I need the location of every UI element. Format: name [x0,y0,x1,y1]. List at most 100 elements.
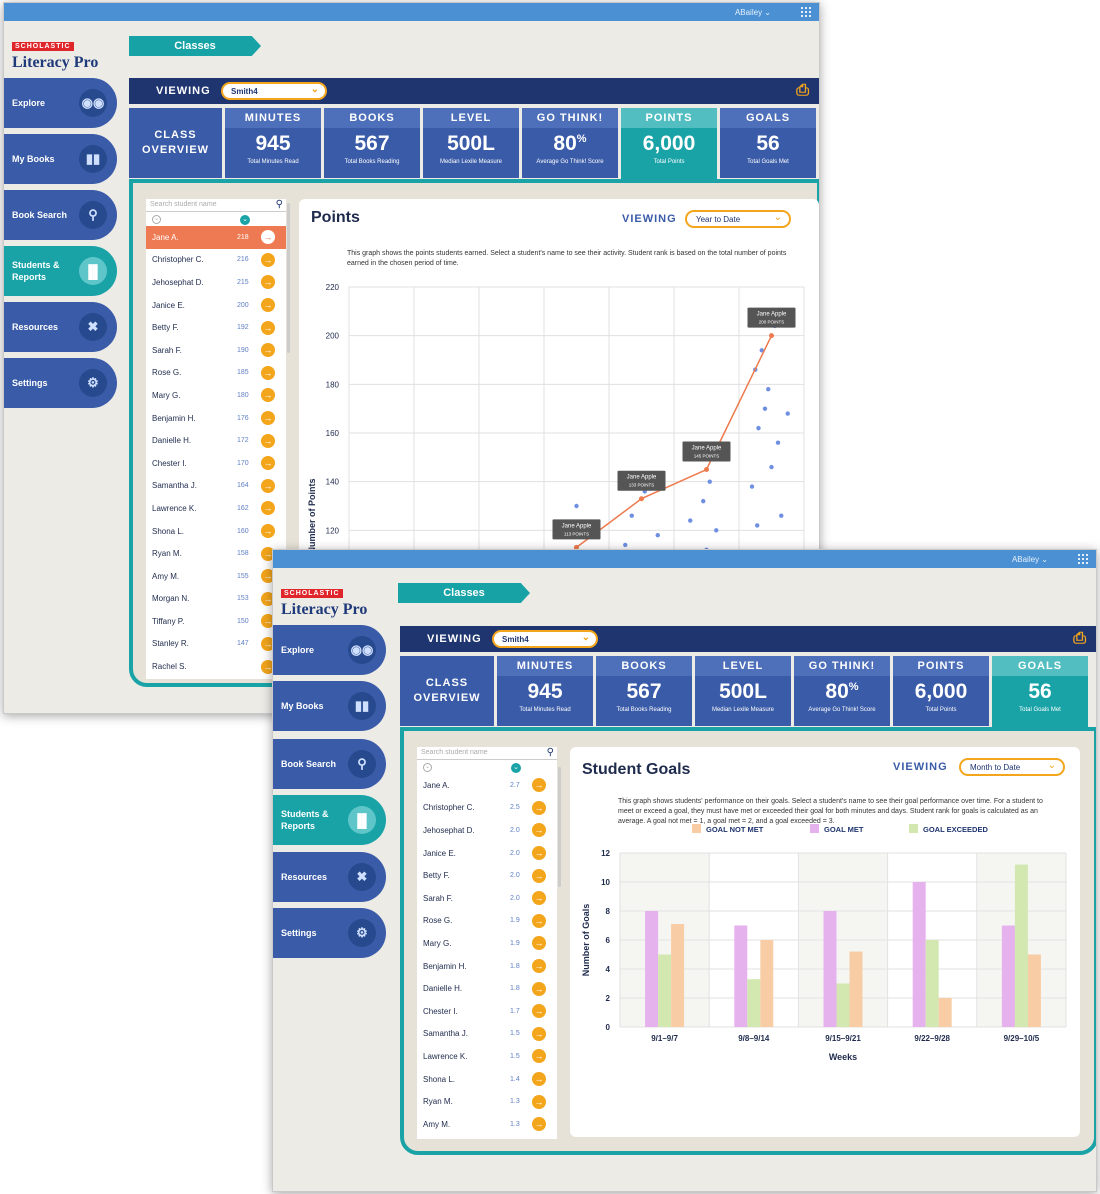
arrow-right-icon[interactable]: → [261,275,275,290]
student-row[interactable]: Jehosephat D. 2.0 → [417,819,557,842]
arrow-right-icon[interactable]: → [261,343,275,358]
card-goals[interactable]: GOALS 56 Total Goals Met [992,656,1088,732]
nav-resources[interactable]: Resources ✖ [4,302,117,352]
class-select[interactable]: Smith4 ⌄ [492,630,598,648]
nav-resources[interactable]: Resources ✖ [273,852,386,902]
arrow-right-icon[interactable]: → [261,456,275,471]
apps-grid-icon[interactable] [1078,554,1088,564]
student-row[interactable]: Lawrence K. 1.5 → [417,1045,557,1068]
nav-my-books[interactable]: My Books ▮▮ [4,134,117,184]
arrow-right-icon[interactable]: → [261,252,275,267]
student-row[interactable]: Janice E. 2.0 → [417,842,557,865]
student-row[interactable]: Amy M. 1.3 → [417,1113,557,1136]
student-row[interactable]: Stanley R. 147 → [146,633,286,656]
arrow-right-icon[interactable]: → [532,800,546,815]
arrow-right-icon[interactable]: → [532,1026,546,1041]
student-row[interactable]: Rose G. 185 → [146,362,286,385]
arrow-right-icon[interactable]: → [261,320,275,335]
class-select[interactable]: Smith4 ⌄ [221,82,327,100]
card-books[interactable]: BOOKS 567 Total Books Reading [324,108,420,178]
student-row[interactable]: Danielle H. 172 → [146,429,286,452]
arrow-right-icon[interactable]: → [261,365,275,380]
sort-name-icon[interactable]: ⌄ [152,215,161,224]
student-row[interactable]: Jane A. 218 → [146,226,286,249]
student-row[interactable]: Chester I. 1.7 → [417,1000,557,1023]
period-select[interactable]: Year to Date ⌄ [685,210,791,228]
nav-students-reports[interactable]: Students & Reports ▐▌ [4,246,117,296]
nav-explore[interactable]: Explore ◉◉ [273,625,386,675]
student-row[interactable]: Samantha J. 164 → [146,475,286,498]
period-select[interactable]: Month to Date ⌄ [959,758,1065,776]
nav-settings[interactable]: Settings ⚙ [273,908,386,958]
logo[interactable]: SCHOLASTIC Literacy Pro [281,582,367,619]
card-points[interactable]: POINTS 6,000 Total Points [893,656,989,726]
arrow-right-icon[interactable]: → [532,936,546,951]
card-points[interactable]: POINTS 6,000 Total Points [621,108,717,184]
sort-score-icon[interactable]: ⌄ [240,215,250,225]
student-row[interactable]: Christopher C. 216 → [146,249,286,272]
apps-grid-icon[interactable] [801,7,811,17]
card-minutes[interactable]: MINUTES 945 Total Minutes Read [497,656,593,726]
student-row[interactable]: Janice E. 200 → [146,294,286,317]
student-row[interactable]: Betty F. 192 → [146,316,286,339]
search-input[interactable]: Search student name ⚲ [417,747,557,760]
user-menu[interactable]: ABailey ⌄ [734,8,771,17]
student-row[interactable]: Lawrence K. 162 → [146,497,286,520]
student-row[interactable]: Amy M. 155 → [146,565,286,588]
sort-score-icon[interactable]: ⌄ [511,763,521,773]
arrow-right-icon[interactable]: → [261,524,275,539]
arrow-right-icon[interactable]: → [532,913,546,928]
class-overview-card[interactable]: CLASS OVERVIEW [400,656,494,726]
printer-icon[interactable]: ⎙ [796,82,809,99]
student-row[interactable]: Sarah F. 190 → [146,339,286,362]
student-row[interactable]: Betty F. 2.0 → [417,864,557,887]
arrow-right-icon[interactable]: → [261,636,275,651]
list-scrollbar[interactable] [287,203,290,353]
card-go-think[interactable]: GO THINK! 80% Average Go Think! Score [794,656,890,726]
student-row[interactable]: Morgan N. 153 → [146,588,286,611]
arrow-right-icon[interactable]: → [532,1004,546,1019]
student-row[interactable]: Rachel S. → [146,655,286,678]
card-level[interactable]: LEVEL 500L Median Lexile Measure [423,108,519,178]
arrow-right-icon[interactable]: → [532,846,546,861]
student-row[interactable]: Tiffany P. 150 → [146,610,286,633]
card-minutes[interactable]: MINUTES 945 Total Minutes Read [225,108,321,178]
arrow-right-icon[interactable]: → [532,981,546,996]
user-menu[interactable]: ABailey ⌄ [1011,555,1048,564]
card-go-think[interactable]: GO THINK! 80% Average Go Think! Score [522,108,618,178]
arrow-right-icon[interactable]: → [261,433,275,448]
list-scrollbar[interactable] [558,767,561,887]
student-row[interactable]: Shona L. 160 → [146,520,286,543]
student-row[interactable]: Christopher C. 2.5 → [417,797,557,820]
arrow-right-icon[interactable]: → [261,659,275,674]
arrow-right-icon[interactable]: → [261,501,275,516]
arrow-right-icon[interactable]: → [261,546,275,561]
student-row[interactable]: Shona L. 1.4 → [417,1068,557,1091]
student-row[interactable]: Samantha J. 1.5 → [417,1023,557,1046]
nav-explore[interactable]: Explore ◉◉ [4,78,117,128]
logo[interactable]: SCHOLASTIC Literacy Pro [12,35,98,72]
arrow-right-icon[interactable]: → [261,591,275,606]
student-row[interactable]: Jehosephat D. 215 → [146,271,286,294]
arrow-right-icon[interactable]: → [261,411,275,426]
arrow-right-icon[interactable]: → [261,614,275,629]
classes-tab[interactable]: Classes [398,583,530,603]
arrow-right-icon[interactable]: → [532,1117,546,1132]
student-row[interactable]: Ryan M. 1.3 → [417,1090,557,1113]
card-books[interactable]: BOOKS 567 Total Books Reading [596,656,692,726]
arrow-right-icon[interactable]: → [532,868,546,883]
nav-book-search[interactable]: Book Search ⚲ [4,190,117,240]
arrow-right-icon[interactable]: → [532,959,546,974]
arrow-right-icon[interactable]: → [532,1049,546,1064]
student-row[interactable]: Ryan M. 158 → [146,542,286,565]
student-row[interactable]: Benjamin H. 1.8 → [417,955,557,978]
search-input[interactable]: Search student name ⚲ [146,199,286,212]
student-row[interactable]: Danielle H. 1.8 → [417,977,557,1000]
card-level[interactable]: LEVEL 500L Median Lexile Measure [695,656,791,726]
nav-settings[interactable]: Settings ⚙ [4,358,117,408]
arrow-right-icon[interactable]: → [261,298,275,313]
nav-book-search[interactable]: Book Search ⚲ [273,739,386,789]
student-row[interactable]: Sarah F. 2.0 → [417,887,557,910]
student-row[interactable]: Chester I. 170 → [146,452,286,475]
nav-students-reports[interactable]: Students & Reports ▐▌ [273,795,386,845]
